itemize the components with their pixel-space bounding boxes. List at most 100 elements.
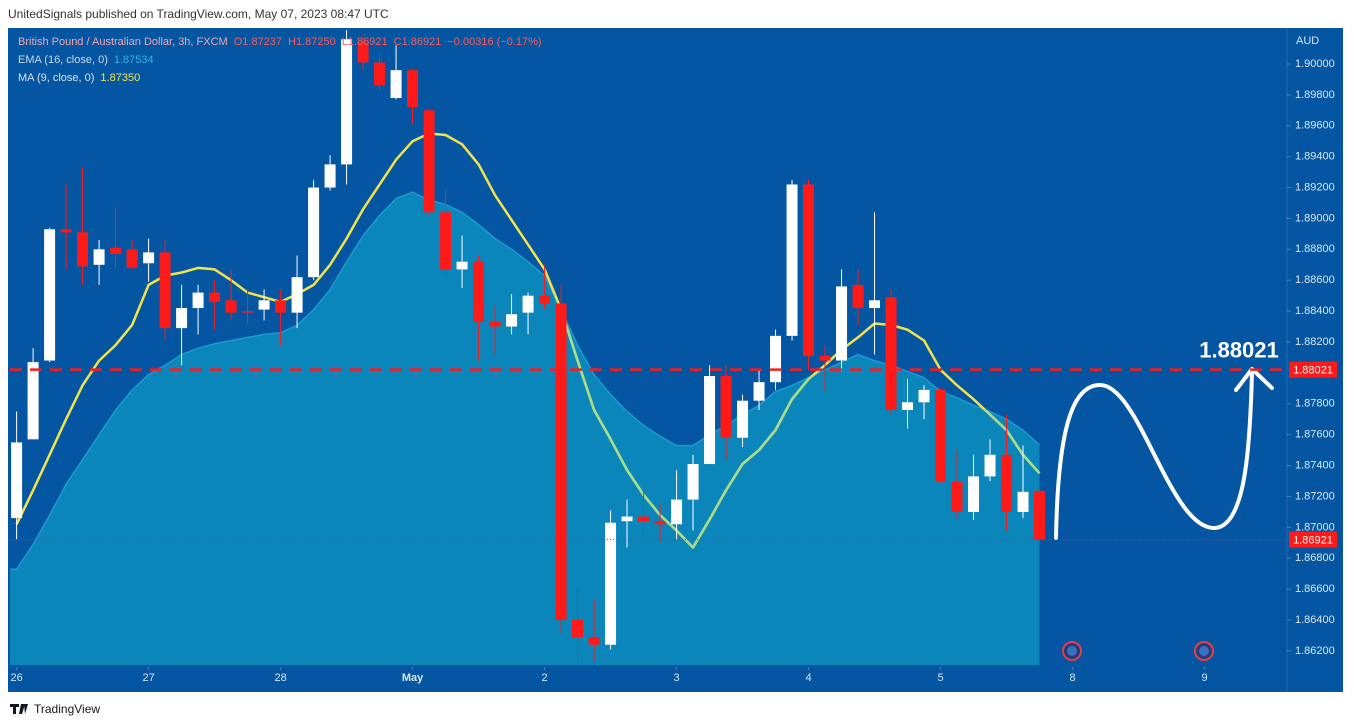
candle-body [869, 300, 881, 309]
y-tick-label: 1.87800 [1295, 398, 1335, 410]
candle-body [984, 454, 996, 477]
candle-body [638, 516, 650, 522]
candle-body [209, 292, 221, 302]
candle-body [275, 300, 287, 313]
y-tick-label: 1.90000 [1295, 58, 1335, 70]
candle-body [110, 247, 122, 254]
legend: British Pound / Australian Dollar, 3h, F… [18, 33, 554, 87]
candle-body [159, 252, 171, 329]
candle-body [918, 389, 930, 403]
y-tick-label: 1.89400 [1295, 151, 1335, 163]
y-tick-label: 1.89800 [1295, 89, 1335, 101]
annotation: 1.88021 [1199, 337, 1279, 362]
price-label-box [1289, 531, 1337, 548]
candle-body [11, 442, 23, 519]
ohlc-value: O1.87237 [233, 36, 283, 48]
candle-body [588, 637, 600, 645]
candle-body [539, 295, 551, 304]
candle-body [671, 499, 683, 525]
legend-row: EMA (16, close, 0) 1.87534 [18, 51, 554, 69]
indicator-name: MA (9, close, 0) [18, 72, 95, 84]
candle-body [819, 355, 831, 361]
y-tick-label: 1.88600 [1295, 274, 1335, 286]
x-tick-label: 9 [1201, 672, 1207, 684]
ohlc: O1.87237 H1.87250 L1.86921 C1.86921 −0.00316… [234, 36, 548, 48]
y-tick-label: 1.87200 [1295, 490, 1335, 502]
publisher: UnitedSignals published on TradingView.c… [8, 7, 389, 21]
candle-body [390, 70, 402, 98]
y-tick-label: 1.89000 [1295, 212, 1335, 224]
ema-line [10, 191, 1041, 570]
ohlc-value: H1.87250 [288, 36, 336, 48]
y-tick-label: 1.86600 [1295, 583, 1335, 595]
candle-body [885, 297, 897, 410]
ma-line [15, 132, 1041, 549]
y-tick-label: 1.88800 [1295, 243, 1335, 255]
y-tick-label: 1.88200 [1295, 336, 1335, 348]
legend-row: British Pound / Australian Dollar, 3h, F… [18, 33, 554, 51]
candle-body [753, 382, 765, 401]
candle-body [192, 292, 204, 309]
candle-body [357, 42, 369, 63]
price-label: 1.86921 [1293, 534, 1333, 546]
ohlc-value: −0.00316 (−0.17%) [447, 36, 542, 48]
candle-body [489, 321, 501, 327]
y-tick-label: 1.89200 [1295, 181, 1335, 193]
candle-body [407, 70, 419, 108]
ema-area [10, 192, 1040, 665]
candle-body [737, 400, 749, 438]
candle-body [456, 261, 468, 270]
candle-body [803, 184, 815, 356]
brand-logo [10, 704, 28, 714]
ohlc-value: C1.86921 [393, 36, 442, 48]
candle-body [93, 249, 105, 265]
candle-body [242, 311, 254, 313]
indicator-name: EMA (16, close, 0) [18, 54, 108, 66]
candle-body [572, 620, 584, 638]
candle-body [44, 229, 56, 361]
candle-body [1034, 490, 1046, 540]
y-tick-label: 1.86800 [1295, 552, 1335, 564]
y-tick-label: 1.87400 [1295, 459, 1335, 471]
candle-body [77, 232, 89, 267]
legend-row: MA (9, close, 0) 1.87350 [18, 69, 554, 87]
y-tick-label: 1.89600 [1295, 120, 1335, 132]
x-tick-label: 26 [10, 672, 22, 684]
candle-body [176, 308, 188, 329]
candle-body [291, 277, 303, 313]
y-tick-label: 1.86200 [1295, 645, 1335, 657]
candle-body [902, 402, 914, 410]
price-label: 1.88021 [1293, 365, 1333, 377]
candle-body [770, 335, 782, 383]
x-tick-label: 28 [274, 672, 286, 684]
x-tick-label: 4 [805, 672, 811, 684]
candle-body [225, 300, 237, 313]
candle-body [836, 286, 848, 361]
indicator-value: 1.87534 [113, 54, 154, 66]
currency: AUD [1296, 35, 1319, 47]
ohlc-value: L1.86921 [341, 36, 388, 48]
x-tick-label: 27 [142, 672, 154, 684]
price-label-box [1289, 361, 1337, 378]
candle-body [440, 212, 452, 270]
candle-body [522, 295, 534, 313]
candle-body [60, 229, 72, 233]
x-tick-label: 3 [673, 672, 679, 684]
candle-body [473, 261, 485, 322]
x-tick-label: 5 [937, 672, 943, 684]
candle-body [687, 464, 699, 500]
candle-body [621, 516, 633, 522]
candle-body [258, 300, 270, 310]
drawn-path [1054, 370, 1254, 540]
symbol: British Pound / Australian Dollar, 3h, F… [18, 36, 228, 48]
candle-body [968, 476, 980, 512]
x-tick-label: May [402, 672, 424, 684]
x-tick-label: 2 [541, 672, 547, 684]
y-tick-label: 1.87000 [1295, 521, 1335, 533]
y-tick-label: 1.87600 [1295, 429, 1335, 441]
candle-body [126, 249, 138, 268]
candle-body [786, 184, 798, 336]
candle-body [654, 521, 666, 525]
